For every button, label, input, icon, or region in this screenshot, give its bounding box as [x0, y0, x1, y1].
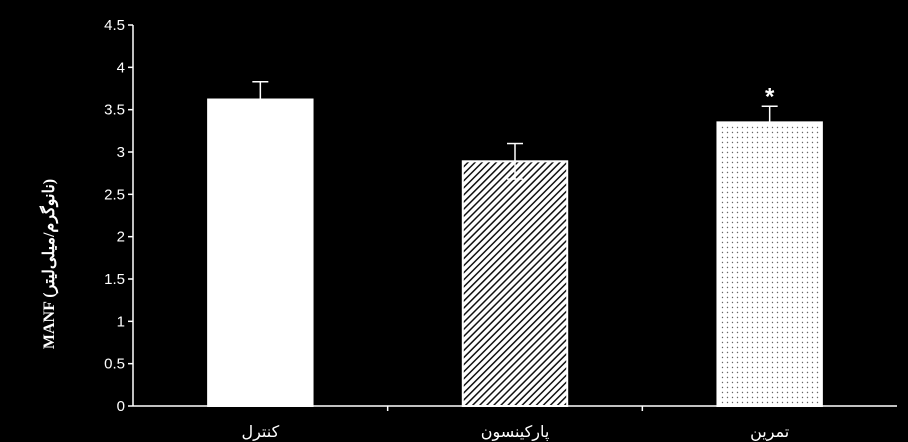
y-tick-label: 0.5 [104, 356, 125, 373]
y-tick-label: 2 [117, 229, 125, 246]
significance-marker: * [765, 83, 775, 110]
bar [716, 121, 823, 407]
x-axis-ticks [386, 406, 644, 411]
bar-series [207, 98, 823, 408]
y-tick-label: 0 [117, 398, 125, 415]
y-tick-label: 4 [117, 59, 125, 76]
category-label: کنترل [241, 422, 279, 442]
y-tick-label: 1 [117, 313, 125, 330]
y-tick-label: 3.5 [104, 102, 125, 119]
category-label: پارکینسون [481, 422, 550, 442]
y-axis-title: MANF (نانوگرم/میلی‌لیتر) [39, 179, 59, 349]
y-axis-ticks: 0 0.5 1 1.5 2 2.5 3 3.5 4 4.5 [104, 17, 133, 415]
y-tick-label: 4.5 [104, 17, 125, 34]
y-tick-label: 2.5 [104, 186, 125, 203]
y-tick-label: 3 [117, 144, 125, 161]
significance-annotations: * [765, 83, 775, 110]
bar [207, 98, 314, 408]
y-tick-label: 1.5 [104, 271, 125, 288]
category-labels: کنترل پارکینسون تمرین [241, 422, 789, 442]
error-bars [252, 80, 778, 180]
category-label: تمرین [750, 422, 789, 442]
bar [461, 160, 569, 407]
